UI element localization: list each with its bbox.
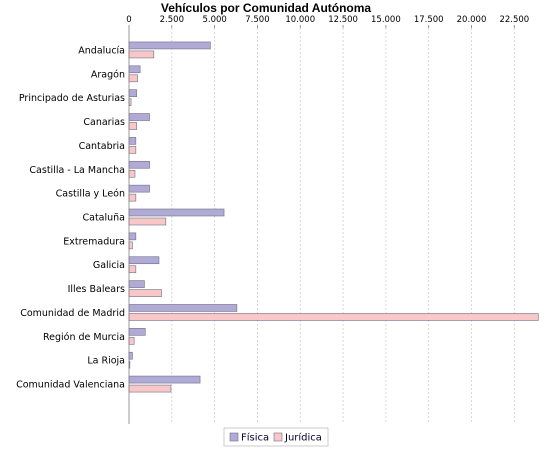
bar-juridica — [128, 313, 539, 321]
category-label: Principado de Asturias — [19, 93, 125, 104]
x-tick-label: 7.500 — [245, 15, 269, 25]
bar-juridica — [128, 337, 135, 345]
bar-fisica — [128, 208, 225, 217]
category-label: Comunidad de Madrid — [20, 308, 125, 319]
legend-label-fisica: Física — [241, 432, 269, 444]
bar-fisica — [128, 232, 137, 241]
x-tick-label: 17.500 — [414, 15, 444, 25]
x-tick-label: 20.000 — [457, 15, 487, 25]
category-label: Illes Balears — [68, 284, 125, 295]
bar-fisica — [128, 184, 150, 193]
bar-juridica — [128, 289, 162, 297]
bar-juridica — [128, 241, 133, 250]
category-labels: Andalucía Aragón Principado de Asturias Can… — [16, 45, 125, 390]
bars — [128, 41, 539, 393]
bar-fisica — [128, 256, 160, 265]
category-label: Andalucía — [78, 45, 125, 56]
bar-fisica — [128, 65, 141, 74]
bar-fisica — [128, 304, 238, 312]
bar-juridica — [128, 217, 167, 226]
category-label: La Rioja — [87, 356, 125, 367]
category-label: Cantabria — [79, 141, 125, 152]
x-tick-label: 5.000 — [202, 15, 226, 25]
bar-juridica — [128, 265, 137, 274]
x-tick-label: 15.000 — [371, 15, 401, 25]
category-label: Extremadura — [63, 236, 125, 247]
legend-label-juridica: Jurídica — [284, 432, 322, 444]
category-label: Región de Murcia — [43, 332, 125, 343]
legend: Física Jurídica — [223, 427, 329, 447]
bar-fisica — [128, 137, 137, 145]
x-tick-label: 0 — [126, 15, 131, 25]
bar-juridica — [128, 122, 138, 130]
bar-fisica — [128, 160, 150, 169]
category-label: Castilla - La Mancha — [29, 165, 125, 176]
grid — [171, 28, 515, 424]
category-label: Canarias — [83, 117, 125, 128]
x-tick-label: 22.500 — [499, 15, 529, 25]
bar-juridica — [128, 169, 136, 178]
category-label: Comunidad Valenciana — [16, 380, 125, 391]
x-tick-label: 12.500 — [328, 15, 358, 25]
bar-fisica — [128, 280, 145, 288]
bar-juridica — [128, 146, 137, 154]
category-label: Galicia — [93, 260, 125, 271]
x-tick-label: 10.000 — [285, 15, 315, 25]
legend-swatch-fisica — [229, 432, 239, 442]
category-label: Cataluña — [82, 213, 125, 224]
bar-juridica — [128, 50, 155, 59]
bar-fisica — [128, 89, 138, 97]
category-label: Castilla y León — [56, 189, 125, 200]
bar-fisica — [128, 113, 150, 121]
category-label: Aragón — [91, 69, 125, 80]
x-axis-ticks: 0 2.500 5.000 7.500 10.000 12.500 15.000 17.500… — [126, 15, 529, 28]
legend-swatch-juridica — [273, 432, 283, 442]
bar-juridica — [128, 193, 137, 202]
bar-fisica — [128, 41, 211, 50]
chart-title: Vehículos por Comunidad Autónoma — [161, 1, 372, 15]
x-tick-label: 2.500 — [160, 15, 184, 25]
bar-fisica — [128, 375, 201, 384]
bar-juridica — [128, 384, 172, 393]
bar-fisica — [128, 328, 146, 336]
bar-juridica — [128, 74, 138, 83]
bar-fisica — [128, 351, 133, 360]
